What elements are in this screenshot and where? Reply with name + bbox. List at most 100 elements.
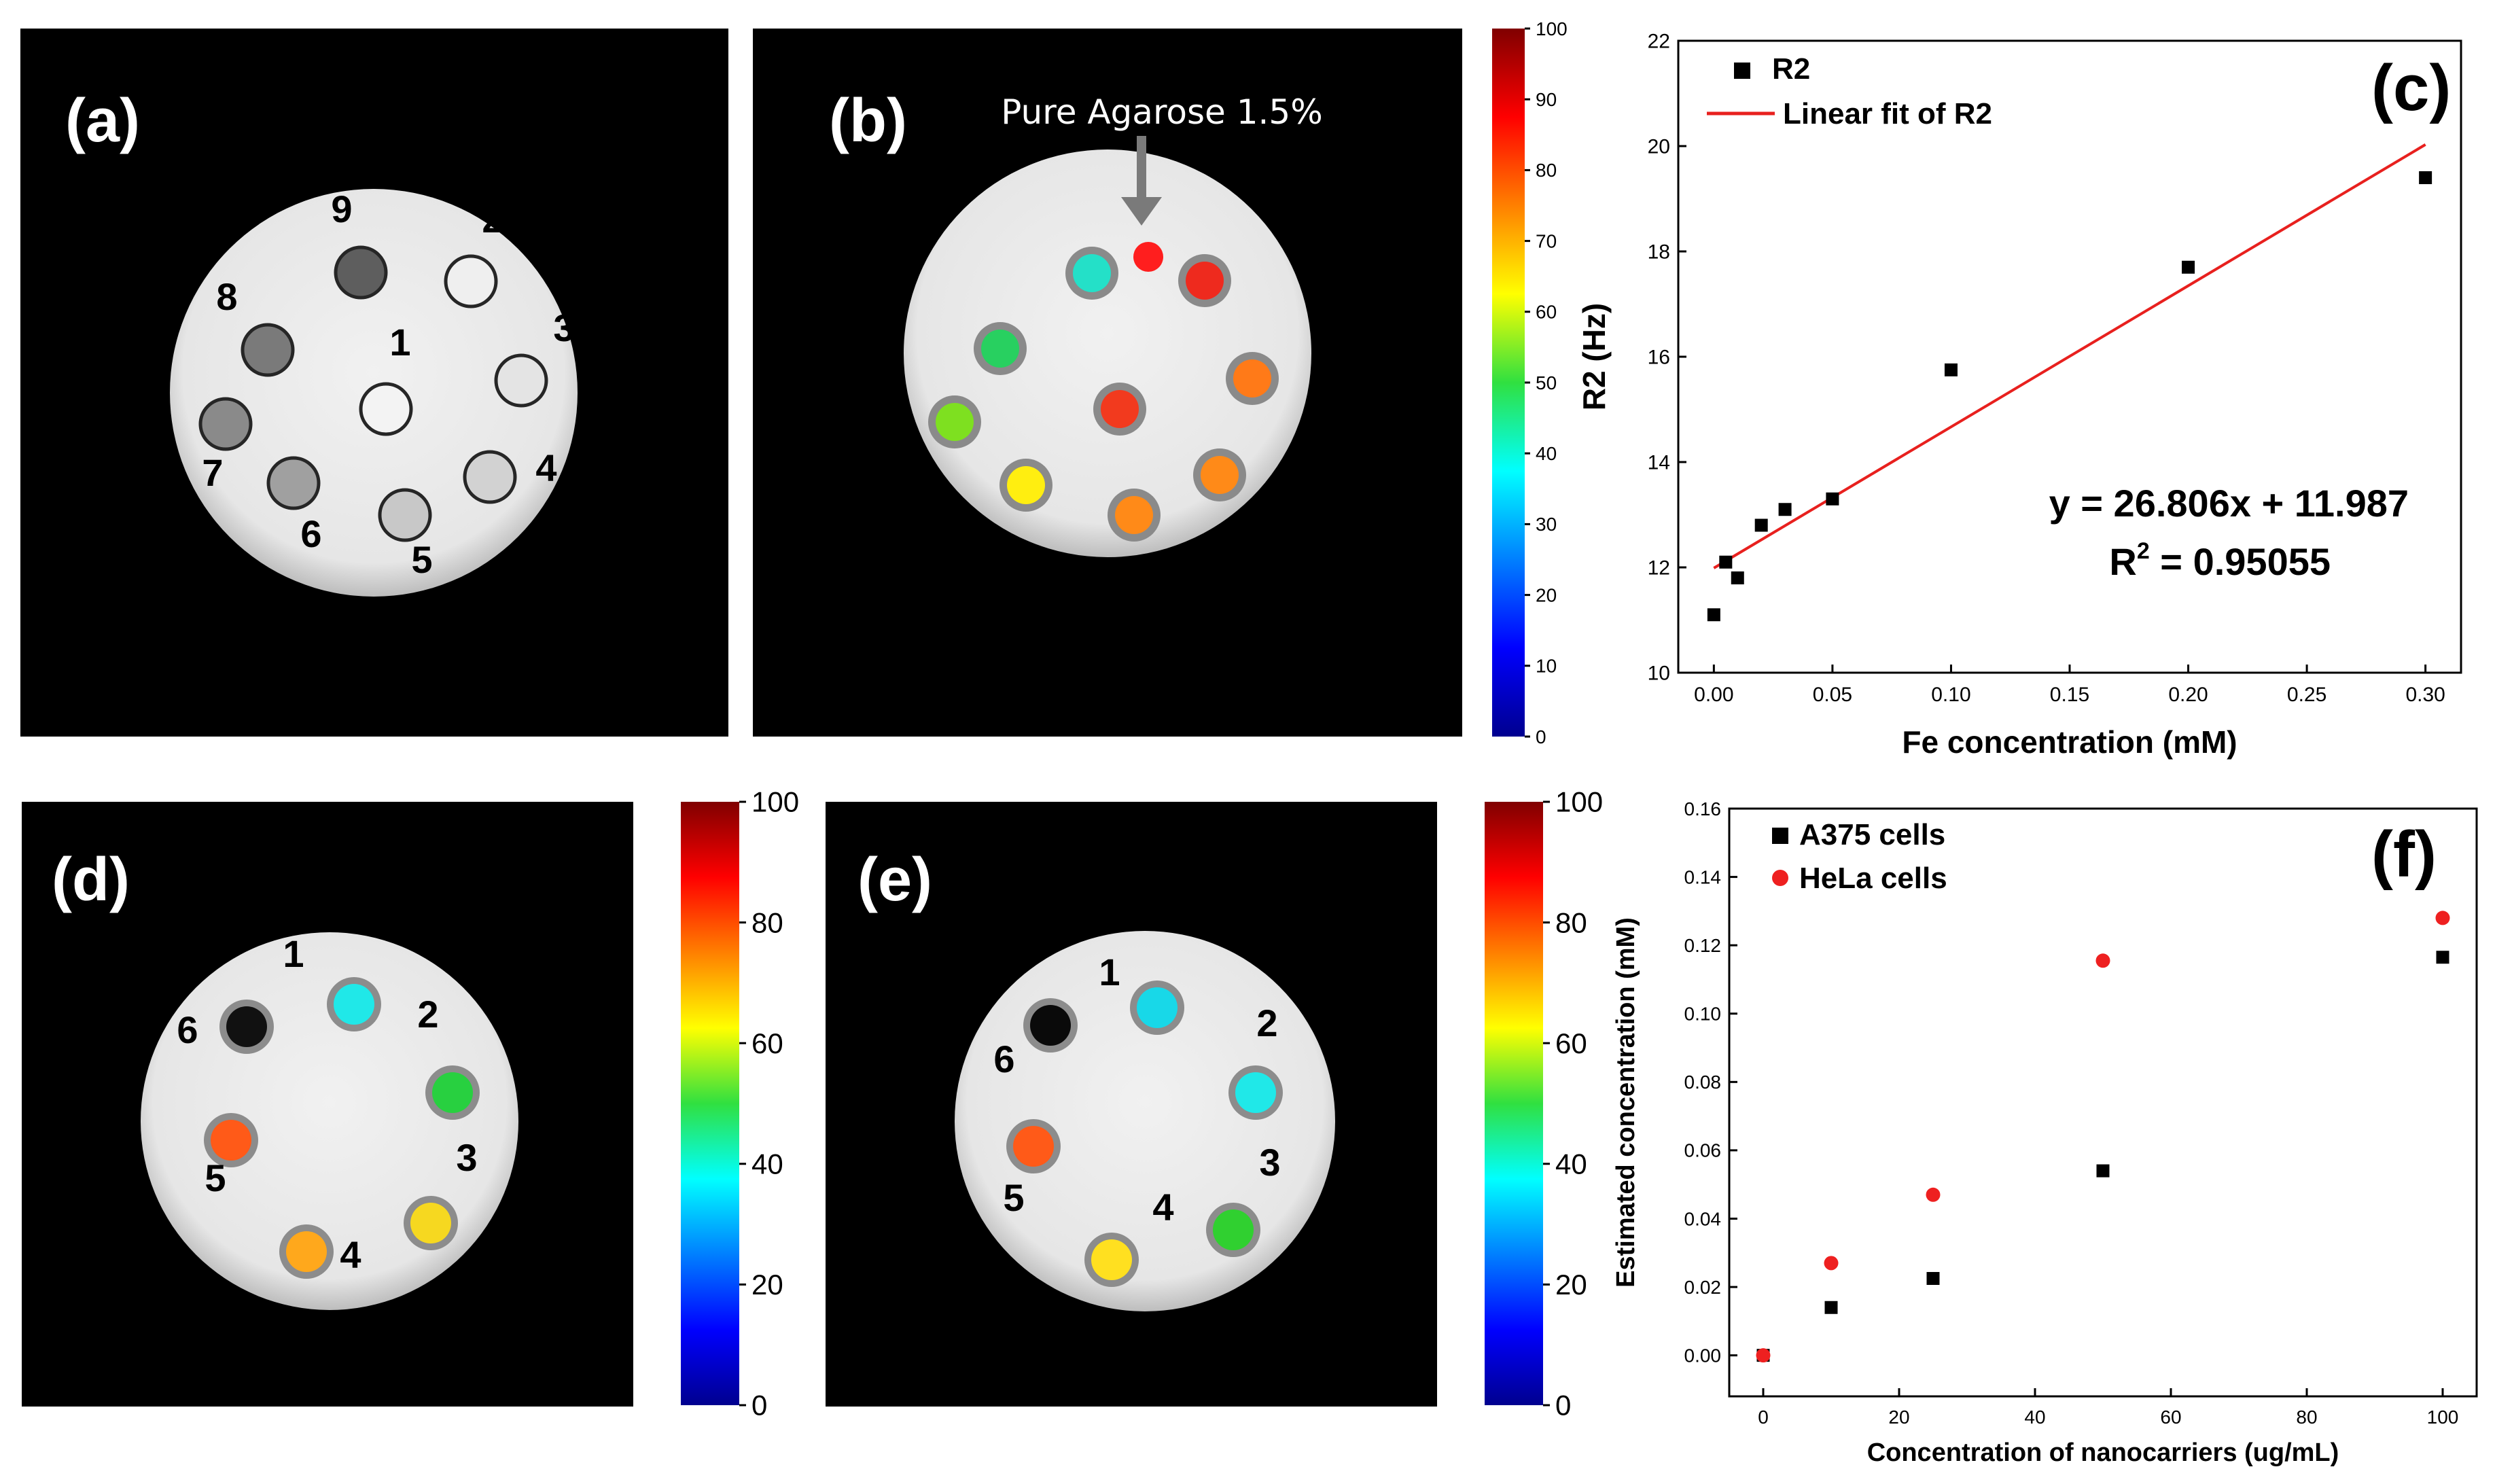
colorbar-tick-label: 30 <box>1536 514 1557 535</box>
phantom-tube-4 <box>463 450 517 504</box>
colorbar-tick-label: 10 <box>1536 656 1557 677</box>
y-tick-label: 14 <box>1648 452 1670 474</box>
relaxation-spot-2 <box>1186 262 1224 300</box>
x-tick-label: 100 <box>2427 1407 2459 1428</box>
agarose-reference-spot <box>1133 242 1163 272</box>
legend-marker-r2 <box>1734 63 1750 79</box>
tube-label-d-6: 6 <box>177 1008 198 1051</box>
phantom-tube-2 <box>444 254 498 308</box>
tube-label-1: 1 <box>389 321 410 364</box>
panel-e-tubes: 1 2 3 4 5 6 <box>993 951 1283 1287</box>
x-tick-label: 80 <box>2296 1407 2317 1428</box>
colorbar-d <box>681 802 739 1405</box>
legend-marker-hela <box>1772 870 1788 886</box>
y-tick-label: 22 <box>1648 31 1670 53</box>
phantom-tube-3 <box>494 353 548 408</box>
cell-tube-d-3 <box>410 1203 451 1243</box>
x-tick-label: 60 <box>2160 1407 2181 1428</box>
relaxation-spot-9 <box>1115 496 1153 534</box>
chart-c-legend: R2 Linear fit of R2 <box>1707 52 1992 130</box>
panel-b: (b) Pure Agarose 1.5% 100908070605040302… <box>753 18 1568 747</box>
data-point-r2 <box>2419 171 2432 184</box>
data-point-hela-cells <box>1756 1348 1771 1363</box>
relaxation-spot-1 <box>1073 254 1111 292</box>
panel-a-label: (a) <box>65 87 140 155</box>
tube-label-e-6: 6 <box>993 1038 1014 1080</box>
legend-label-a375: A375 cells <box>1799 818 1945 851</box>
panel-d-tubes: 1 2 3 4 5 6 <box>177 932 480 1279</box>
y-tick-label: 20 <box>1648 136 1670 158</box>
x-tick-label: 0.05 <box>1813 684 1852 706</box>
tube-label-4: 4 <box>535 446 556 489</box>
colorbar-tick-label: 0 <box>1536 726 1546 747</box>
x-tick-label: 20 <box>1888 1407 1909 1428</box>
tube-label-e-3: 3 <box>1259 1141 1280 1184</box>
y-axis-title: Estimated concentration (mM) <box>1612 917 1640 1288</box>
colorbar-b <box>1492 29 1525 737</box>
phantom-tube-7 <box>198 397 253 451</box>
tube-label-e-2: 2 <box>1256 1002 1277 1044</box>
data-point-hela-cells <box>2435 911 2450 925</box>
colorbar-e <box>1485 802 1543 1405</box>
cell-tube-e-1 <box>1137 987 1178 1028</box>
tube-label-d-2: 2 <box>417 993 438 1036</box>
panel-d-label: (d) <box>52 846 130 914</box>
data-point-a375-cells <box>2436 951 2449 964</box>
data-point-r2 <box>1754 518 1768 532</box>
data-point-r2 <box>1826 492 1839 506</box>
tube-label-2: 2 <box>482 198 503 241</box>
equation-text: y = 26.806x + 11.987 <box>2049 482 2409 525</box>
x-tick-label: 0.00 <box>1694 684 1733 706</box>
y-tick-label: 0.02 <box>1684 1277 1722 1298</box>
tube-label-e-1: 1 <box>1099 951 1120 993</box>
colorbar-tick-label: 60 <box>1536 302 1557 323</box>
y-axis-title: R2 (Hz) <box>1576 303 1612 410</box>
colorbar-tick-label: 0 <box>751 1390 767 1421</box>
data-point-hela-cells <box>2095 953 2110 968</box>
relaxation-spot-3 <box>981 330 1019 368</box>
legend-label-fit: Linear fit of R2 <box>1783 97 1992 130</box>
colorbar-tick-label: 70 <box>1536 230 1557 251</box>
colorbar-d-ticks: 100 80 60 40 20 0 <box>739 786 799 1421</box>
y-tick-label: 0.04 <box>1684 1208 1722 1229</box>
relaxation-spot-7 <box>1007 466 1045 504</box>
x-tick-label: 0.30 <box>2405 684 2445 706</box>
chart-f: (f) A375 cells HeLa cells 0 20 40 60 80 100 0.… <box>1612 798 2478 1467</box>
legend-marker-a375 <box>1772 828 1788 844</box>
relaxation-spot-6 <box>1101 390 1139 428</box>
colorbar-tick-label: 20 <box>1555 1269 1587 1301</box>
colorbar-e-ticks: 100 80 60 40 20 0 <box>1543 786 1603 1421</box>
y-tick-label: 0.14 <box>1684 866 1722 887</box>
tube-label-d-1: 1 <box>283 932 304 975</box>
data-point-a375-cells <box>1824 1301 1838 1314</box>
relaxation-spot-8 <box>1201 456 1239 494</box>
cell-tube-d-5 <box>211 1120 251 1161</box>
data-point-a375-cells <box>2096 1164 2110 1178</box>
data-point-r2 <box>1719 555 1733 569</box>
data-point-hela-cells <box>1824 1256 1839 1271</box>
phantom-tube-6 <box>266 456 321 510</box>
colorbar-tick-label: 100 <box>1536 18 1568 39</box>
cell-tube-d-6 <box>226 1006 267 1047</box>
tube-label-d-3: 3 <box>456 1136 477 1179</box>
chart-c: (c) R2 Linear fit of R2 y = 26.806x + 11… <box>1576 31 2462 760</box>
colorbar-tick-label: 20 <box>1536 584 1557 605</box>
cell-tube-d-1 <box>334 984 374 1025</box>
tube-label-5: 5 <box>411 538 432 581</box>
x-tick-label: 0.15 <box>2050 684 2089 706</box>
tube-label-6: 6 <box>300 512 321 555</box>
data-point-a375-cells <box>1926 1271 1940 1285</box>
legend-label-r2: R2 <box>1772 52 1810 86</box>
data-point-hela-cells <box>1926 1187 1941 1202</box>
tube-label-8: 8 <box>216 275 237 318</box>
tube-label-e-5: 5 <box>1003 1176 1024 1219</box>
colorbar-tick-label: 100 <box>1555 786 1603 818</box>
data-point-r2 <box>1707 608 1720 622</box>
cell-tube-e-2 <box>1235 1072 1276 1113</box>
relaxation-spot-5 <box>936 403 974 441</box>
legend-label-hela: HeLa cells <box>1799 862 1947 895</box>
phantom-tube-5 <box>378 488 432 542</box>
colorbar-tick-label: 40 <box>1555 1148 1587 1180</box>
colorbar-tick-label: 100 <box>751 786 799 818</box>
